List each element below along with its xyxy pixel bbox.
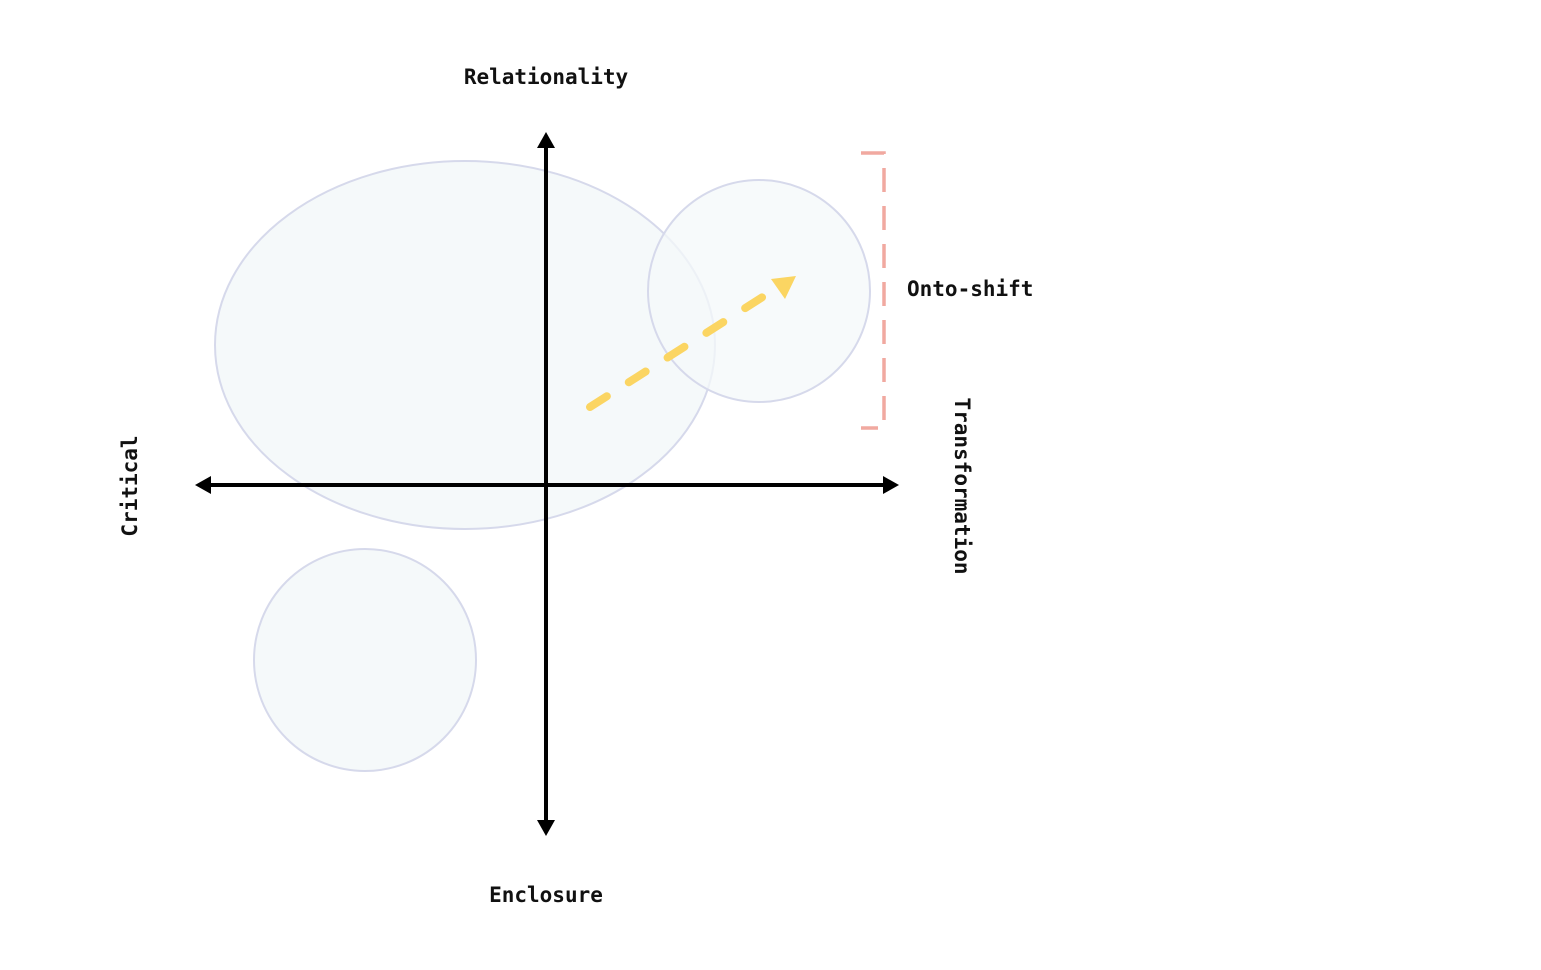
dashed-arrow-icon: [586, 276, 796, 411]
large-region-ellipse: [214, 160, 716, 530]
lower-left-region-circle: [253, 548, 477, 772]
vertical-axis: [537, 132, 555, 836]
right-arrowhead-icon: [883, 476, 899, 494]
right-axis-label: Transformation: [950, 397, 974, 574]
left-axis-label: Critical: [118, 435, 142, 536]
up-arrowhead-icon: [537, 132, 555, 148]
upper-right-region-circle: [647, 179, 871, 403]
left-arrowhead-icon: [195, 476, 211, 494]
dashed-bracket-icon: [861, 151, 886, 430]
bottom-axis-label: Enclosure: [489, 883, 603, 907]
top-axis-label: Relationality: [464, 65, 629, 89]
onto-shift-label: Onto-shift: [907, 277, 1033, 301]
down-arrowhead-icon: [537, 820, 555, 836]
